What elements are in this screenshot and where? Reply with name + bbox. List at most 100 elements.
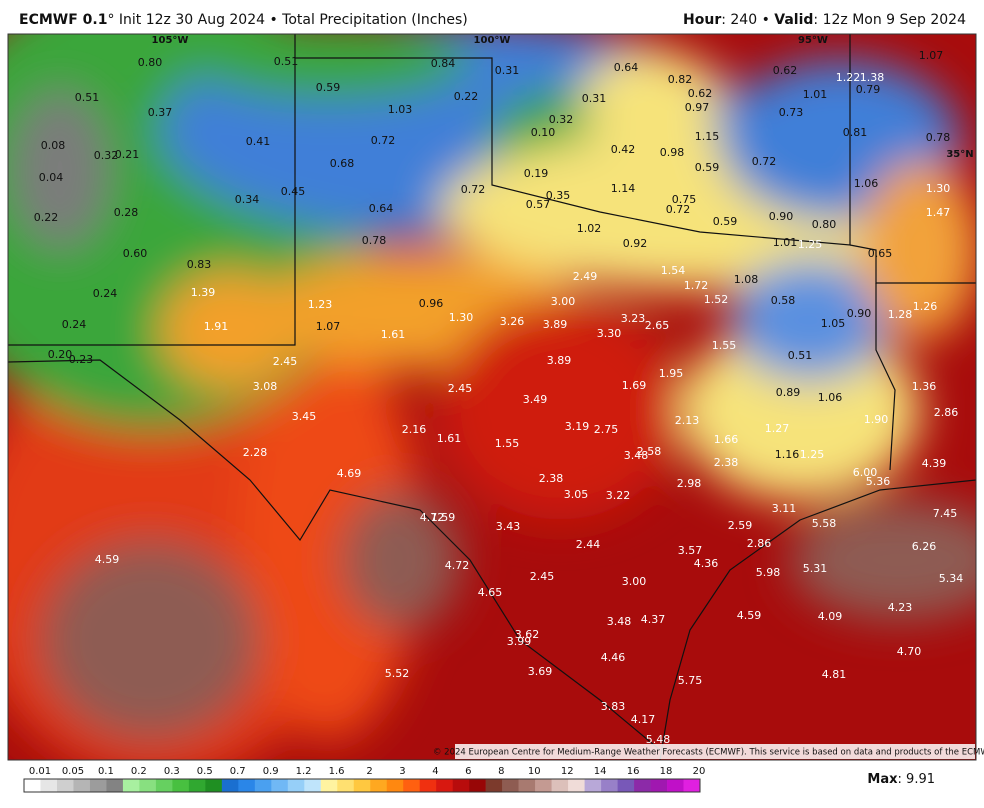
- precip-value: 0.19: [524, 167, 549, 180]
- colorbar-cell: [617, 779, 635, 792]
- borders: [8, 34, 976, 760]
- precip-value: 0.24: [93, 287, 118, 300]
- precip-value: 4.36: [694, 557, 719, 570]
- precip-value: 1.05: [821, 317, 846, 330]
- precip-value: 4.59: [95, 553, 120, 566]
- precip-value: 5.52: [385, 667, 410, 680]
- precip-value: 0.59: [695, 161, 720, 174]
- precip-value: 1.47: [926, 206, 951, 219]
- precip-value: 2.13: [675, 414, 700, 427]
- colorbar-cell: [419, 779, 437, 792]
- colorbar-cell: [122, 779, 140, 792]
- precip-value: 1.61: [381, 328, 406, 341]
- precip-value: 3.19: [565, 420, 590, 433]
- hour-value: : 240 •: [721, 12, 775, 28]
- title-bold: ECMWF 0.1: [19, 12, 108, 28]
- precip-value: 5.36: [866, 475, 891, 488]
- precip-value: 5.58: [812, 517, 837, 530]
- precip-value: 0.32: [94, 149, 119, 162]
- colorbar-cell: [205, 779, 223, 792]
- max-label: Max: [867, 772, 898, 787]
- copyright: © 2024 European Centre for Medium-Range …: [433, 748, 984, 758]
- precip-value: 3.23: [621, 312, 646, 325]
- valid-info: Hour: 240 • Valid: 12z Mon 9 Sep 2024: [683, 12, 966, 28]
- precip-value: 0.64: [614, 61, 639, 74]
- precip-value: 0.83: [187, 258, 212, 271]
- colorbar-cell: [139, 779, 157, 792]
- precip-value: 2.45: [530, 570, 555, 583]
- precip-value: 0.21: [115, 148, 140, 161]
- colorbar-cell: [238, 779, 256, 792]
- precip-value: 4.23: [888, 601, 913, 614]
- precip-value: 2.45: [273, 355, 298, 368]
- colorbar-cell: [40, 779, 58, 792]
- precip-value: 0.97: [685, 101, 710, 114]
- colorbar-cell: [502, 779, 519, 792]
- precip-value: 4.72: [445, 559, 470, 572]
- colorbar-frame: [23, 778, 701, 793]
- precip-value: 1.15: [695, 130, 720, 143]
- colorbar-cell: [485, 779, 503, 792]
- grid-label: 105°W: [152, 35, 189, 46]
- precip-value: 0.62: [688, 87, 713, 100]
- precip-value: 4.70: [897, 645, 922, 658]
- precip-value: 1.36: [912, 380, 937, 393]
- precip-value: 0.90: [769, 210, 794, 223]
- colorbar-cell: [254, 779, 272, 792]
- precip-value: 2.16: [402, 423, 427, 436]
- colorbar-cell: [650, 779, 668, 792]
- colorbar-cell: [337, 779, 355, 792]
- colorbar-label: 0.9: [263, 766, 279, 777]
- precip-value: 0.34: [235, 193, 260, 206]
- precip-value: 0.79: [856, 83, 881, 96]
- colorbar-label: 3: [399, 766, 405, 777]
- precip-value: 0.10: [531, 126, 556, 139]
- precip-value: 0.35: [546, 189, 571, 202]
- precip-value: 0.32: [549, 113, 574, 126]
- precip-value: 0.96: [419, 297, 444, 310]
- colorbar-cell: [155, 779, 173, 792]
- colorbar-label: 0.2: [131, 766, 147, 777]
- precip-value: 0.24: [62, 318, 87, 331]
- precip-value: 4.81: [822, 668, 847, 681]
- precip-value: 1.69: [622, 379, 647, 392]
- colorbar-cell: [287, 779, 305, 792]
- precip-value: 1.16: [775, 448, 800, 461]
- precip-value: 0.23: [69, 353, 94, 366]
- precip-value: 1.25: [800, 448, 825, 461]
- precip-value: 1.52: [704, 293, 729, 306]
- colorbar-cell: [601, 779, 618, 792]
- precip-value: 1.22: [836, 71, 861, 84]
- precip-value: 3.30: [597, 327, 622, 340]
- colorbar-cell: [353, 779, 371, 792]
- precip-value: 1.23: [308, 298, 333, 311]
- precip-value: 2.75: [594, 423, 619, 436]
- precip-value: 3.99: [507, 635, 532, 648]
- precip-value: 5.75: [678, 674, 703, 687]
- precip-value: 0.51: [75, 91, 100, 104]
- precip-value: 3.62: [515, 628, 540, 641]
- colorbar-cell: [271, 779, 289, 792]
- precip-field: [8, 34, 976, 760]
- precip-value: 1.28: [888, 308, 913, 321]
- colorbar-label: 0.05: [62, 766, 84, 777]
- precip-value: 7.45: [933, 507, 958, 520]
- precip-value: 2.59: [728, 519, 753, 532]
- precip-value: 0.59: [316, 81, 341, 94]
- precip-value: 0.22: [34, 211, 59, 224]
- colorbar-label: 0.7: [230, 766, 246, 777]
- precip-value: 3.00: [622, 575, 647, 588]
- precip-value: 2.44: [576, 538, 601, 551]
- precip-value: 1.95: [659, 367, 684, 380]
- max-number: : 9.91: [898, 772, 935, 787]
- precip-value: 2.65: [645, 319, 670, 332]
- precip-value: 5.98: [756, 566, 781, 579]
- precip-value: 0.64: [369, 202, 394, 215]
- precip-value: 3.89: [543, 318, 568, 331]
- precip-value: 6.00: [853, 466, 878, 479]
- precip-value: 3.00: [551, 295, 576, 308]
- precip-value: 4.65: [478, 586, 503, 599]
- colorbar-cell: [188, 779, 206, 792]
- colorbar-cell: [56, 779, 74, 792]
- copyright-bg: [455, 744, 975, 759]
